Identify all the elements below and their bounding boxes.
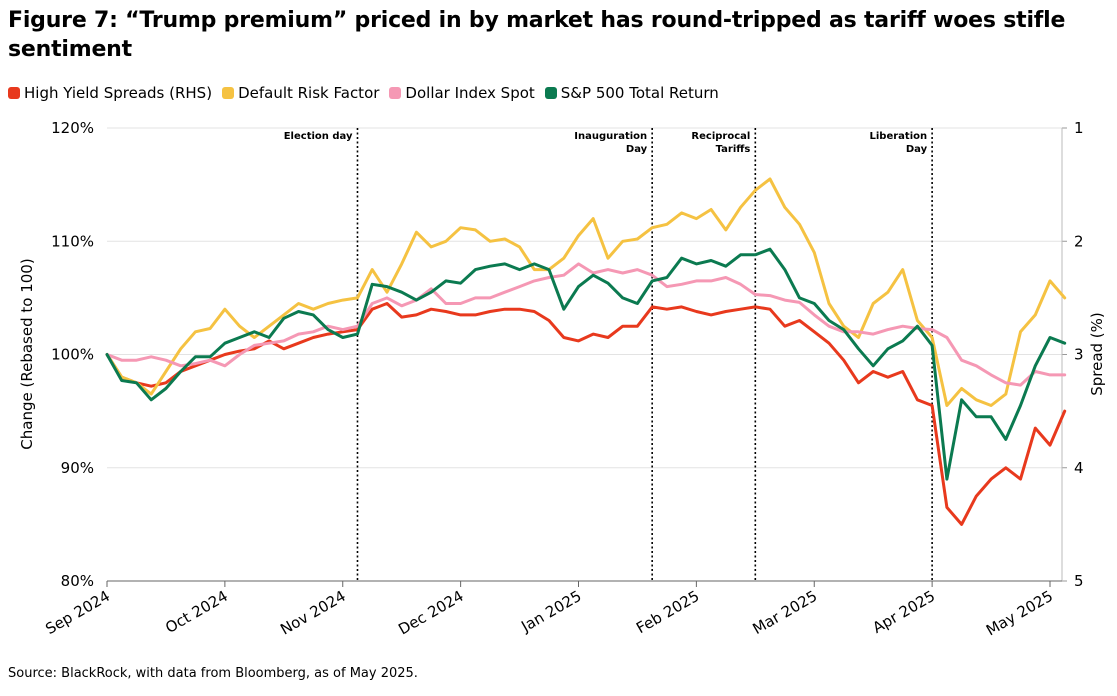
legend-item: Dollar Index Spot [389, 84, 535, 102]
x-tick-label: Apr 2025 [869, 587, 938, 637]
x-tick-label: Sep 2024 [42, 587, 113, 638]
legend-label: Dollar Index Spot [405, 84, 535, 102]
y-tick-label: 110% [51, 232, 94, 250]
x-tick-label: Oct 2024 [162, 587, 231, 637]
series-line [105, 262, 1067, 387]
y2-tick-label: 4 [1074, 459, 1084, 477]
y-axis-title: Change (Rebased to 100) [18, 258, 36, 449]
y-tick-label: 80% [61, 572, 94, 590]
event-label: Election day [283, 131, 353, 142]
legend-label: High Yield Spreads (RHS) [24, 84, 213, 102]
y2-tick-label: 5 [1074, 572, 1084, 590]
y2-axis-title: Spread (%) [1088, 312, 1106, 396]
y2-tick-label: 1 [1074, 119, 1084, 137]
x-tick-label: Feb 2025 [633, 587, 702, 637]
legend-item: S&P 500 Total Return [544, 84, 719, 102]
source-note: Source: BlackRock, with data from Bloomb… [8, 666, 418, 681]
event-label: Reciprocal Tariffs [691, 131, 751, 155]
event-label: Liberation Day [869, 131, 928, 155]
legend-swatch [389, 87, 402, 99]
y2-tick-label: 3 [1074, 346, 1084, 364]
event-label: Inauguration Day [574, 131, 648, 155]
y-tick-label: 120% [51, 119, 94, 137]
legend-item: Default Risk Factor [222, 84, 379, 102]
series-line [105, 247, 1067, 481]
series-line [105, 177, 1067, 407]
legend-label: Default Risk Factor [238, 84, 380, 102]
series-line [105, 302, 1067, 526]
y-tick-label: 100% [51, 346, 94, 364]
x-tick-label: Dec 2024 [395, 587, 466, 639]
legend: High Yield Spreads (RHS) Default Risk Fac… [8, 84, 719, 102]
legend-item: High Yield Spreads (RHS) [8, 84, 212, 102]
x-tick-label: May 2025 [983, 587, 1056, 640]
x-tick-label: Jan 2025 [517, 587, 584, 636]
y2-tick-label: 2 [1074, 232, 1084, 250]
chart-title: Figure 7: “Trump premium” priced in by m… [8, 8, 1066, 62]
y-tick-label: 90% [61, 459, 94, 477]
x-tick-label: Nov 2024 [277, 587, 349, 639]
legend-swatch [544, 87, 557, 99]
x-tick-label: Mar 2025 [750, 587, 821, 638]
legend-swatch [222, 87, 235, 99]
legend-label: S&P 500 Total Return [560, 84, 719, 102]
legend-swatch [8, 87, 20, 99]
